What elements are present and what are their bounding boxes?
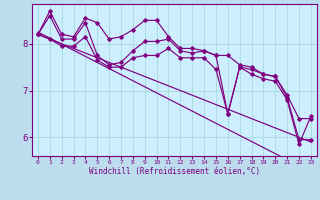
X-axis label: Windchill (Refroidissement éolien,°C): Windchill (Refroidissement éolien,°C) [89,167,260,176]
